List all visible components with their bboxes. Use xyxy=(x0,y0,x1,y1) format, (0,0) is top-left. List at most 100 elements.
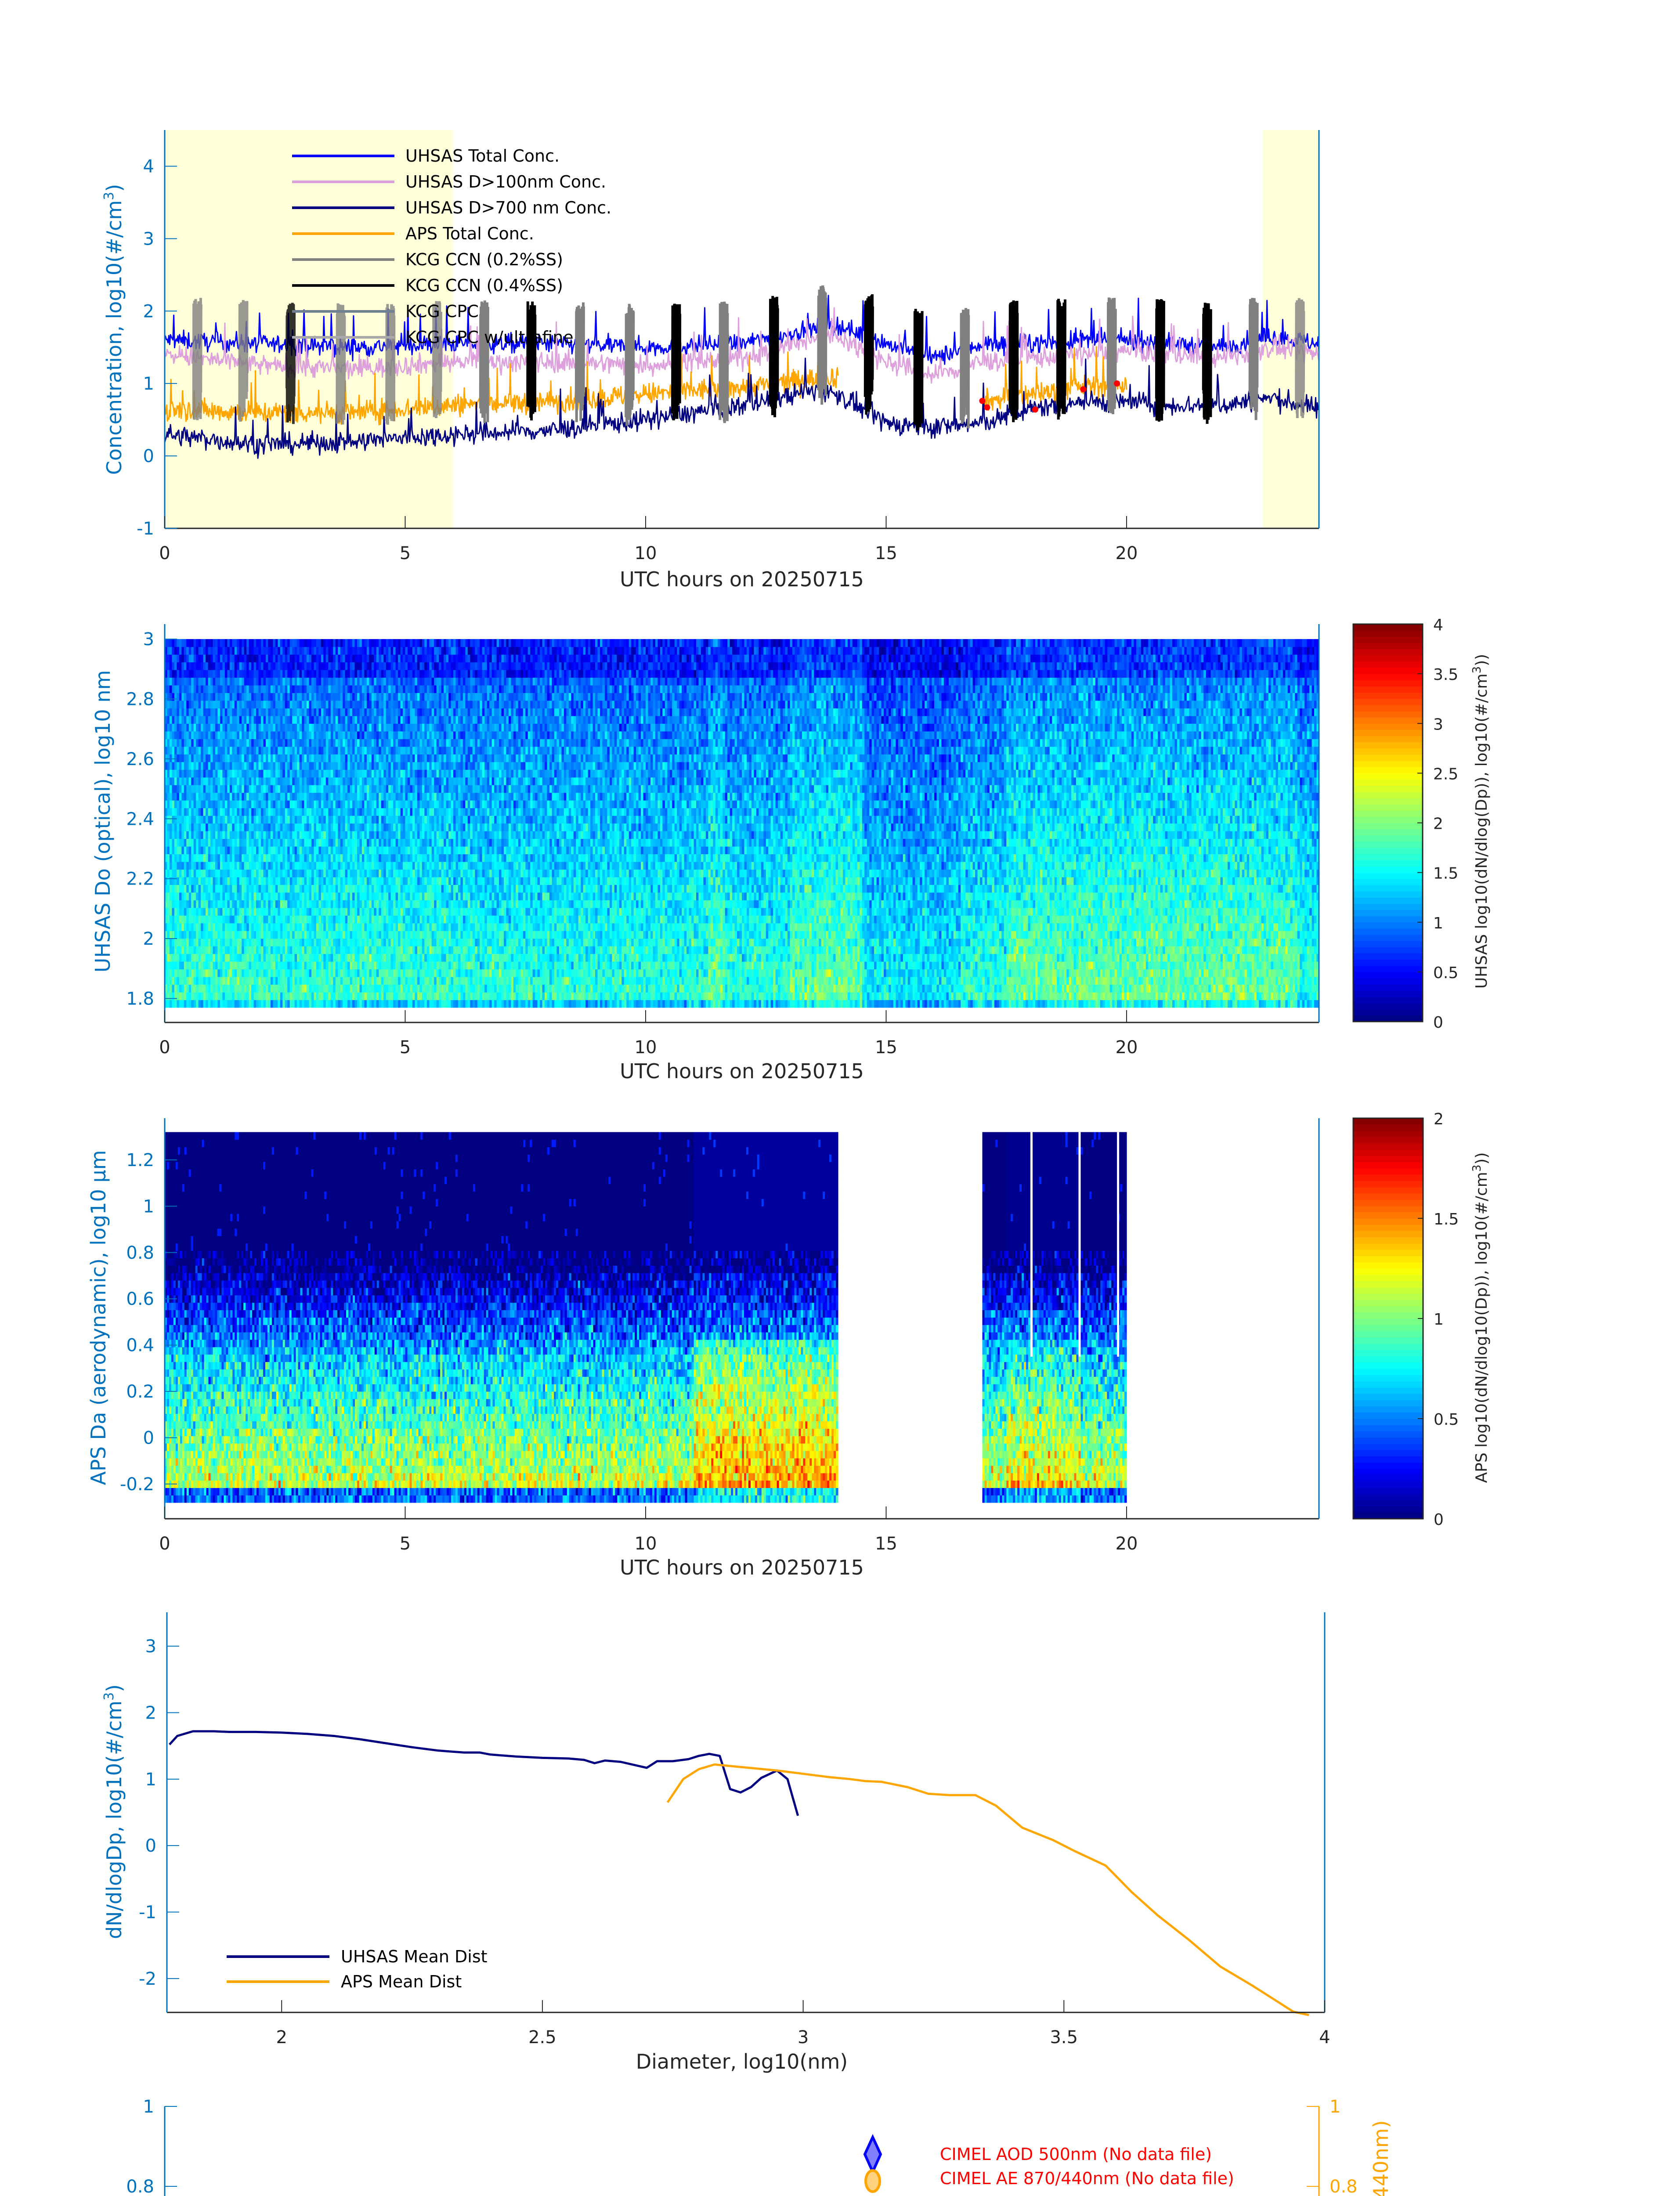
heatmap-cell xyxy=(215,854,218,862)
heatmap-cell xyxy=(355,831,358,839)
heatmap-cell xyxy=(174,785,177,793)
heatmap-cell xyxy=(383,885,386,892)
heatmap-cell xyxy=(242,769,244,777)
heatmap-cell xyxy=(355,808,358,816)
heatmap-cell xyxy=(309,762,312,770)
heatmap-cell xyxy=(357,739,360,747)
heatmap-cell xyxy=(239,831,242,839)
heatmap-cell xyxy=(376,846,379,854)
heatmap-cell xyxy=(381,639,384,647)
heatmap-cell xyxy=(347,701,350,708)
heatmap-cell xyxy=(393,892,396,900)
heatmap-cell xyxy=(393,808,396,816)
heatmap-cell xyxy=(249,923,252,931)
heatmap-cell xyxy=(379,923,381,931)
heatmap-cell xyxy=(203,885,206,892)
heatmap-cell xyxy=(396,946,398,954)
heatmap-cell xyxy=(186,885,189,892)
heatmap-cell xyxy=(227,824,230,831)
heatmap-cell xyxy=(410,915,412,923)
heatmap-cell xyxy=(307,785,309,793)
heatmap-cell xyxy=(208,708,211,716)
heatmap-cell xyxy=(172,785,174,793)
heatmap-cell xyxy=(189,892,191,900)
heatmap-cell xyxy=(194,961,196,969)
heatmap-cell xyxy=(244,931,247,939)
heatmap-cell xyxy=(194,931,196,939)
heatmap-cell xyxy=(328,961,331,969)
heatmap-cell xyxy=(372,731,374,739)
heatmap-cell xyxy=(347,992,350,1000)
heatmap-cell xyxy=(307,731,309,739)
heatmap-cell xyxy=(230,839,232,847)
heatmap-cell xyxy=(408,992,410,1000)
heatmap-cell xyxy=(201,731,203,739)
heatmap-cell xyxy=(177,762,179,770)
heatmap-cell xyxy=(246,862,249,870)
heatmap-cell xyxy=(174,854,177,862)
heatmap-cell xyxy=(333,877,336,885)
heatmap-cell xyxy=(343,839,345,847)
heatmap-cell xyxy=(179,808,182,816)
heatmap-cell xyxy=(376,892,379,900)
heatmap-cell xyxy=(194,969,196,977)
heatmap-cell xyxy=(249,946,252,954)
heatmap-cell xyxy=(186,747,189,755)
heatmap-cell xyxy=(326,1000,329,1008)
heatmap-cell xyxy=(251,892,254,900)
heatmap-cell xyxy=(217,678,220,686)
heatmap-cell xyxy=(347,639,350,647)
heatmap-cell xyxy=(278,992,280,1000)
heatmap-cell xyxy=(297,969,300,977)
heatmap-cell xyxy=(331,693,333,701)
heatmap-cell xyxy=(266,785,268,793)
heatmap-cell xyxy=(379,915,381,923)
heatmap-cell xyxy=(189,808,191,816)
heatmap-cell xyxy=(225,831,228,839)
heatmap-cell xyxy=(314,862,317,870)
heatmap-cell xyxy=(189,723,191,731)
heatmap-cell xyxy=(405,915,408,923)
heatmap-cell xyxy=(213,946,216,954)
heatmap-cell xyxy=(268,777,271,785)
heatmap-cell xyxy=(249,685,252,693)
heatmap-cell xyxy=(401,731,403,739)
heatmap-cell xyxy=(254,977,257,985)
heatmap-cell xyxy=(194,923,196,931)
x-tick-label: 20 xyxy=(1116,543,1138,563)
heatmap-cell xyxy=(311,931,314,939)
heatmap-cell xyxy=(232,992,235,1000)
heatmap-cell xyxy=(287,777,290,785)
heatmap-cell xyxy=(316,816,319,824)
heatmap-cell xyxy=(360,824,362,831)
heatmap-cell xyxy=(237,846,239,854)
heatmap-cell xyxy=(184,900,187,908)
heatmap-cell xyxy=(379,869,381,877)
heatmap-cell xyxy=(246,762,249,770)
heatmap-cell xyxy=(222,800,225,808)
heatmap-cell xyxy=(264,708,266,716)
heatmap-cell xyxy=(181,816,184,824)
heatmap-cell xyxy=(318,739,321,747)
heatmap-cell xyxy=(364,670,367,678)
heatmap-cell xyxy=(323,678,326,686)
heatmap-cell xyxy=(172,662,174,670)
heatmap-cell xyxy=(408,824,410,831)
heatmap-cell xyxy=(251,946,254,954)
heatmap-cell xyxy=(251,739,254,747)
heatmap-cell xyxy=(201,793,203,801)
heatmap-cell xyxy=(292,808,295,816)
heatmap-cell xyxy=(350,701,353,708)
heatmap-cell xyxy=(261,685,264,693)
heatmap-cell xyxy=(177,769,179,777)
heatmap-cell xyxy=(388,846,391,854)
heatmap-cell xyxy=(282,923,285,931)
heatmap-cell xyxy=(336,654,338,662)
heatmap-cell xyxy=(225,908,228,916)
heatmap-cell xyxy=(264,885,266,892)
heatmap-cell xyxy=(340,662,343,670)
heatmap-cell xyxy=(249,693,252,701)
heatmap-cell xyxy=(391,808,394,816)
heatmap-cell xyxy=(396,800,398,808)
heatmap-cell xyxy=(264,869,266,877)
